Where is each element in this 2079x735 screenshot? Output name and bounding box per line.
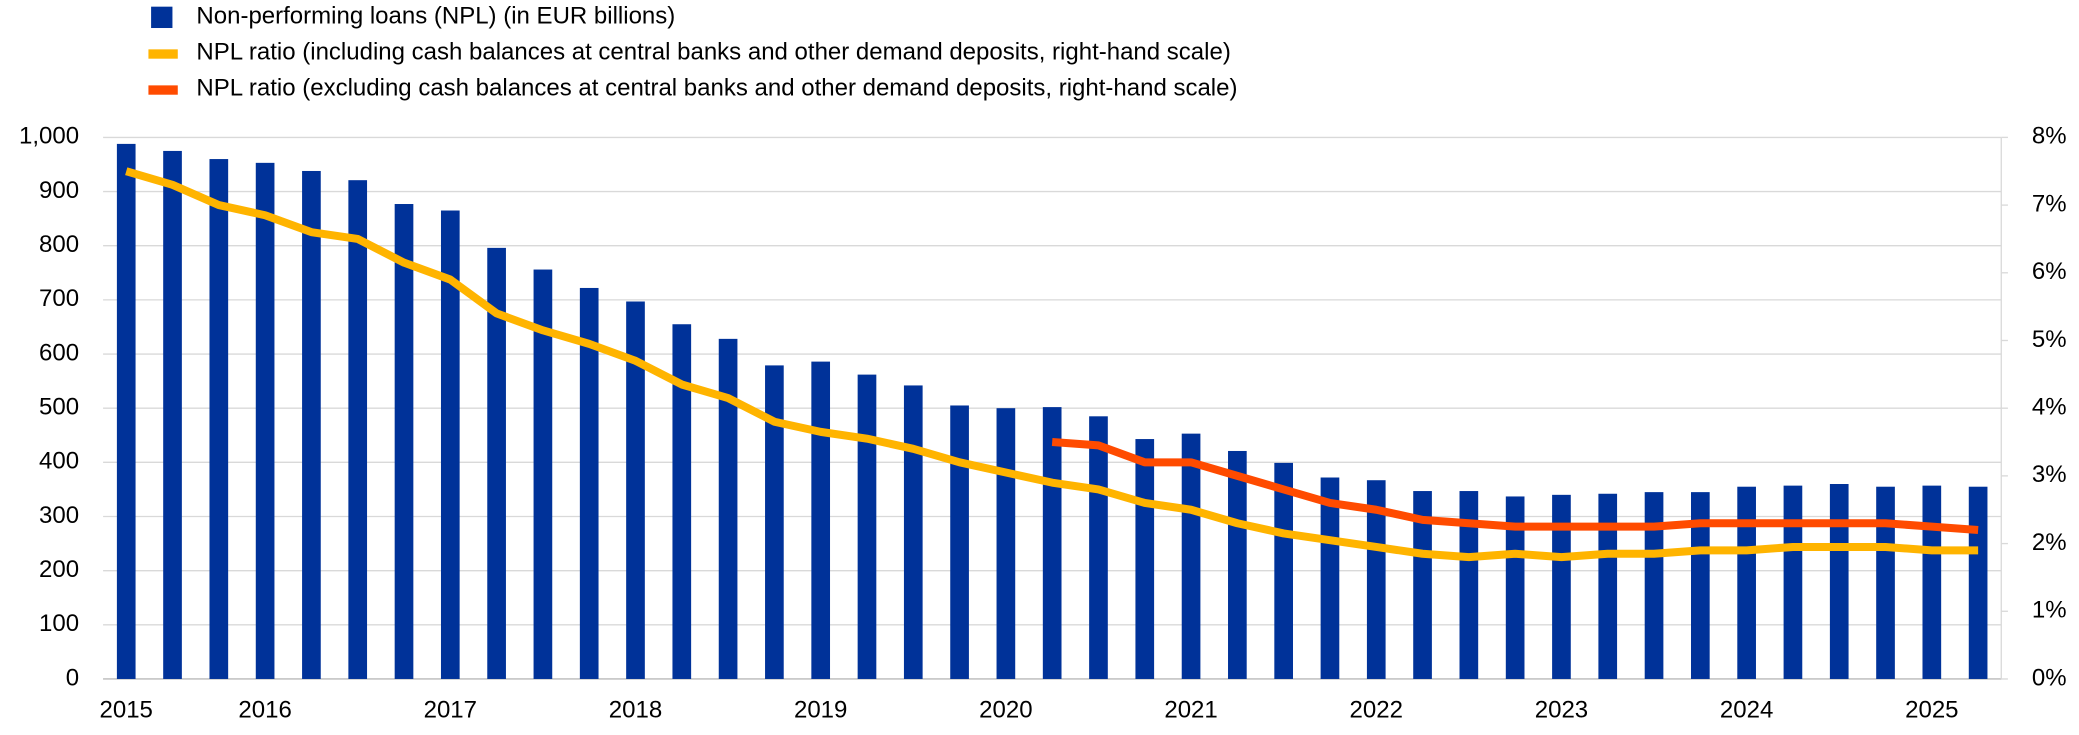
x-tick-label: 2016 — [238, 696, 291, 723]
bar — [1320, 477, 1340, 679]
y2-tick-label: 4% — [2032, 394, 2067, 421]
x-tick-label: 2019 — [794, 696, 847, 723]
bar — [1968, 486, 1988, 679]
bar — [996, 408, 1016, 679]
bar — [1598, 493, 1618, 679]
bar — [302, 170, 321, 679]
bar — [1783, 485, 1803, 679]
y-tick-label: 300 — [39, 502, 79, 529]
bar — [1505, 496, 1525, 679]
bar — [163, 150, 182, 679]
bar — [626, 301, 645, 679]
y2-tick-label: 1% — [2032, 597, 2067, 624]
y-tick-label: 700 — [39, 285, 79, 312]
legend-marker — [151, 6, 173, 29]
y2-tick-label: 6% — [2032, 258, 2067, 285]
bar — [1135, 439, 1155, 679]
bar — [857, 374, 877, 679]
bar — [1644, 492, 1664, 679]
y-tick-label: 0 — [66, 664, 79, 691]
bar — [255, 162, 275, 679]
bar — [1413, 491, 1432, 679]
y2-tick-label: 8% — [2032, 123, 2067, 150]
legend-marker — [148, 85, 178, 95]
x-tick-label: 2025 — [1905, 696, 1958, 723]
bar — [765, 365, 784, 679]
line — [125, 167, 1979, 562]
x-tick-label: 2018 — [609, 696, 662, 723]
bar — [950, 405, 969, 679]
x-tick-label: 2024 — [1720, 696, 1773, 723]
line — [1051, 438, 1979, 535]
y2-tick-label: 2% — [2032, 529, 2067, 556]
bar — [1829, 484, 1849, 679]
bar — [348, 180, 368, 679]
y-tick-label: 900 — [39, 177, 79, 204]
bar — [209, 159, 229, 679]
y-tick-label: 100 — [39, 610, 79, 637]
y-tick-label: 1,000 — [19, 123, 79, 150]
x-tick-label: 2023 — [1535, 696, 1588, 723]
x-tick-label: 2021 — [1164, 696, 1217, 723]
y2-tick-label: 3% — [2032, 461, 2067, 488]
x-tick-label: 2020 — [979, 696, 1032, 723]
y2-tick-label: 0% — [2032, 664, 2067, 691]
bar — [1089, 416, 1108, 679]
y-tick-label: 200 — [39, 556, 79, 583]
bar — [1228, 450, 1247, 679]
bar — [1181, 433, 1201, 679]
legend-label: NPL ratio (excluding cash balances at ce… — [196, 75, 1237, 102]
y-tick-label: 500 — [39, 394, 79, 421]
bar — [718, 338, 738, 679]
y-tick-label: 800 — [39, 231, 79, 258]
legend-label: Non-performing loans (NPL) (in EUR billi… — [196, 3, 675, 30]
legend-marker — [148, 49, 178, 59]
bar — [1552, 494, 1571, 679]
bar — [1737, 486, 1756, 679]
y2-tick-label: 7% — [2032, 190, 2067, 217]
y-tick-label: 400 — [39, 448, 79, 475]
x-tick-label: 2015 — [100, 696, 153, 723]
bar — [487, 247, 506, 679]
bar — [903, 385, 923, 679]
bar — [440, 210, 460, 679]
x-tick-label: 2022 — [1350, 696, 1403, 723]
bar — [394, 204, 414, 679]
bar — [1042, 407, 1062, 679]
bar — [672, 324, 692, 679]
bar — [116, 143, 136, 679]
bar — [811, 361, 831, 679]
bar — [1459, 491, 1479, 679]
y-tick-label: 600 — [39, 339, 79, 366]
bar — [1922, 485, 1942, 679]
bar — [533, 269, 553, 679]
x-tick-label: 2017 — [424, 696, 477, 723]
bar — [1366, 480, 1386, 679]
y2-tick-label: 5% — [2032, 326, 2067, 353]
legend-label: NPL ratio (including cash balances at ce… — [196, 39, 1230, 66]
bar — [1690, 492, 1710, 679]
bar — [579, 287, 599, 679]
bar — [1274, 462, 1293, 679]
bar — [1876, 486, 1895, 679]
